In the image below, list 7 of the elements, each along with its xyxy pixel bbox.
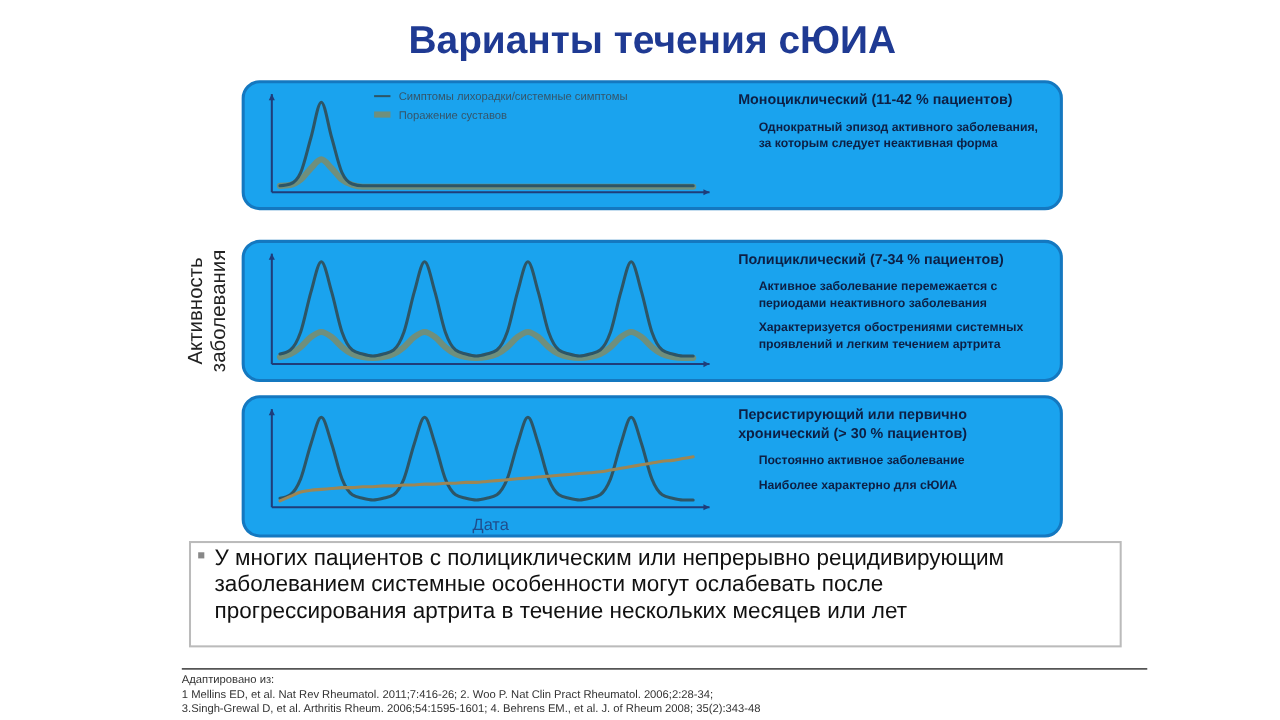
y-axis-title: Активность заболевания: [186, 249, 231, 373]
text: Персистирующий или первично хронический (> 30 % пациентов): [738, 407, 969, 442]
text: Полициклический (7-34 % пациентов): [738, 251, 1006, 268]
x-axis-title: Дата: [472, 515, 510, 534]
text: У многих пациентов с полициклическим или непрерывно рецидивирующим заболеванием системные особенности могут ослабевать после прогрессирования артрита в течение нескольких месяцев или лет: [214, 546, 1005, 624]
text: Моноциклический (11-42 % пациентов): [738, 92, 1014, 109]
chart-title: Варианты течения сЮИА: [408, 19, 897, 64]
